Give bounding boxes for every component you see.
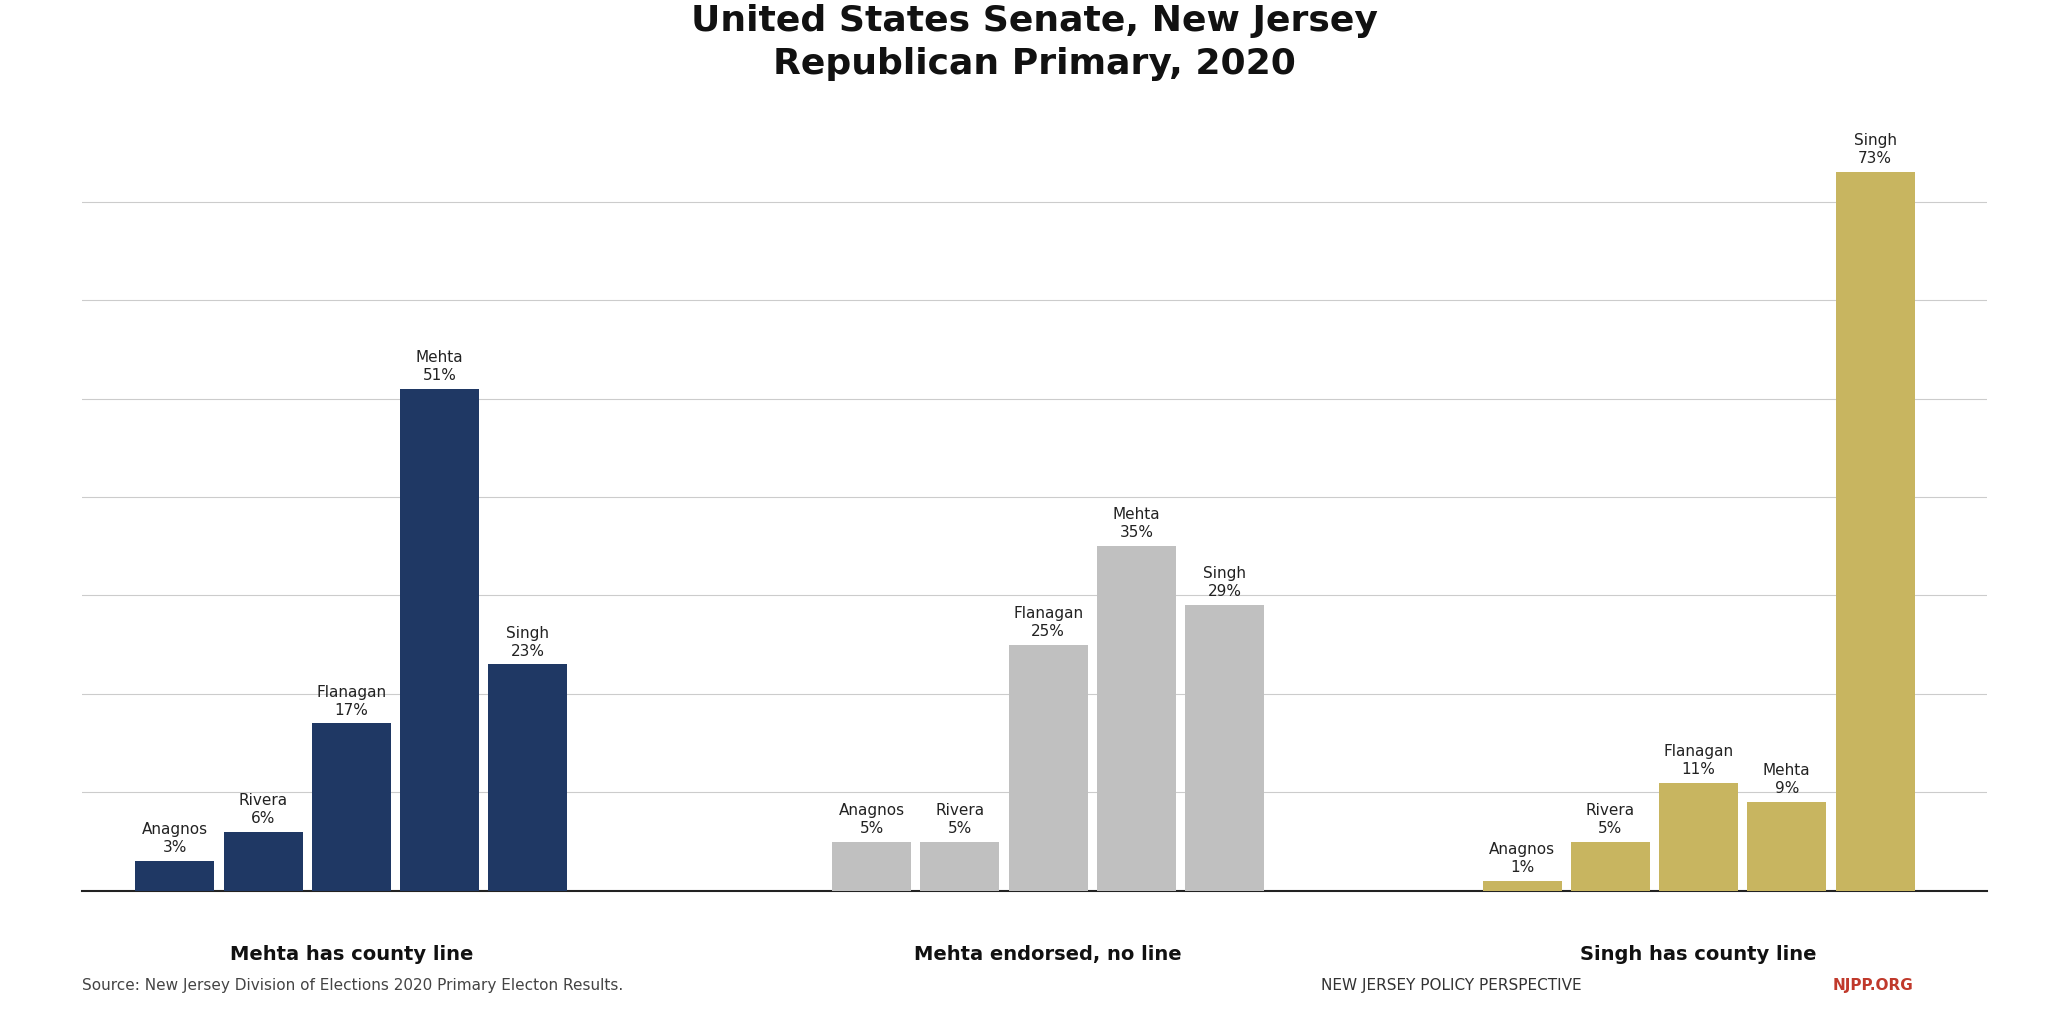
Text: Mehta
9%: Mehta 9% (1763, 763, 1810, 797)
Text: Singh has county line: Singh has county line (1581, 945, 1817, 964)
Bar (399, 389, 479, 891)
Text: Singh
29%: Singh 29% (1204, 566, 1245, 599)
Bar (1186, 605, 1264, 891)
Title: United States Senate, New Jersey
Republican Primary, 2020: United States Senate, New Jersey Republi… (690, 4, 1378, 81)
Text: Singh
73%: Singh 73% (1853, 133, 1896, 166)
Bar (1483, 881, 1561, 891)
Text: Mehta has county line: Mehta has county line (229, 945, 473, 964)
Text: Rivera
5%: Rivera 5% (936, 803, 985, 836)
Bar (1659, 782, 1739, 891)
Text: Rivera
6%: Rivera 6% (238, 793, 287, 826)
Bar (1571, 842, 1651, 891)
Bar (135, 861, 215, 891)
Text: Singh
23%: Singh 23% (506, 626, 549, 658)
Text: Mehta endorsed, no line: Mehta endorsed, no line (913, 945, 1182, 964)
Bar (1835, 172, 1915, 891)
Text: Flanagan
11%: Flanagan 11% (1663, 743, 1733, 776)
Text: Anagnos
1%: Anagnos 1% (1489, 842, 1554, 876)
Text: NJPP.ORG: NJPP.ORG (1833, 978, 1913, 993)
Text: Mehta
51%: Mehta 51% (416, 350, 463, 383)
Text: Anagnos
5%: Anagnos 5% (838, 803, 905, 836)
Bar (920, 842, 999, 891)
Text: Rivera
5%: Rivera 5% (1585, 803, 1634, 836)
Bar (1747, 802, 1827, 891)
Text: Source: New Jersey Division of Elections 2020 Primary Electon Results.: Source: New Jersey Division of Elections… (82, 978, 623, 993)
Bar (311, 724, 391, 891)
Bar (223, 831, 303, 891)
Text: NEW JERSEY POLICY PERSPECTIVE: NEW JERSEY POLICY PERSPECTIVE (1321, 978, 1581, 993)
Bar (831, 842, 911, 891)
Bar (487, 665, 567, 891)
Text: Mehta
35%: Mehta 35% (1112, 507, 1161, 541)
Bar (1098, 546, 1176, 891)
Text: Flanagan
25%: Flanagan 25% (1014, 606, 1083, 639)
Bar (1010, 645, 1087, 891)
Text: Anagnos
3%: Anagnos 3% (141, 822, 209, 855)
Text: Flanagan
17%: Flanagan 17% (315, 685, 387, 718)
